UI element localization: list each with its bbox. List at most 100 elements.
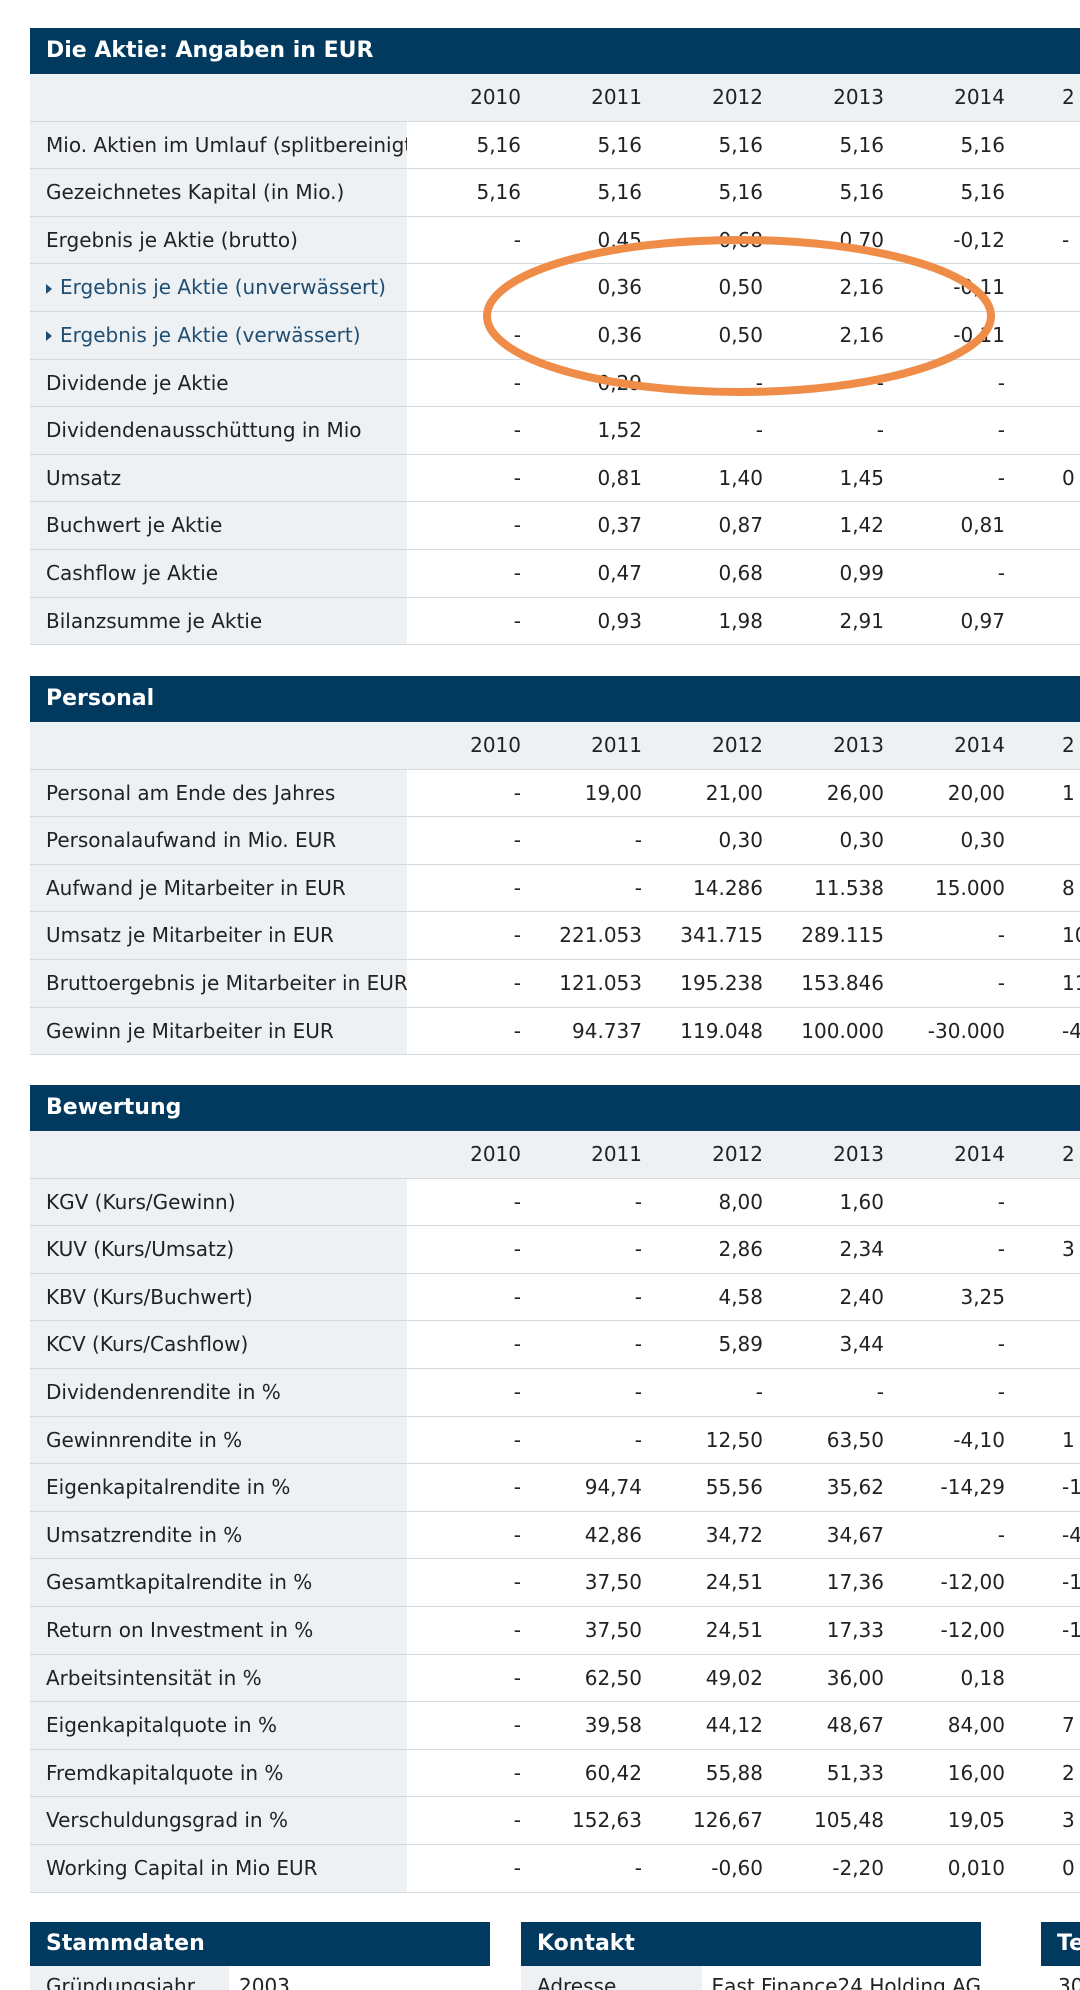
label-text: KBV (Kurs/Buchwert) [46, 1284, 253, 1309]
value-cell: 5,89 [718, 1332, 763, 1357]
label-text: Arbeitsintensität in % [46, 1665, 262, 1690]
value-cell: 0,30 [718, 828, 763, 853]
value-cell [1012, 1321, 1080, 1368]
value-cell: 1,98 [718, 608, 763, 633]
table-row: Return on Investment in % - 37,50 24,51 17,3… [30, 1606, 1080, 1655]
value-cell: - [876, 418, 884, 443]
value-cell: 0,50 [718, 322, 763, 347]
label-text: Dividendenrendite in % [46, 1379, 281, 1404]
label-text: Gezeichnetes Kapital (in Mio.) [46, 180, 345, 205]
year-label: 2012 [712, 85, 763, 109]
value-cell: 119.048 [680, 1018, 763, 1043]
value-cell: 19,00 [584, 780, 642, 805]
value-cell: 2,16 [839, 322, 884, 347]
table-row: Umsatz je Mitarbeiter in EUR - 221.053 341.… [30, 912, 1080, 960]
year-label: 2010 [470, 85, 521, 109]
label-text[interactable]: Ergebnis je Aktie (unverwässert) [60, 275, 386, 300]
row-label: Verschuldungsgrad in % [30, 1797, 407, 1844]
table-row: Bruttoergebnis je Mitarbeiter in EUR - 121… [30, 959, 1080, 1008]
value-cell: - [513, 370, 521, 395]
label-text: Dividende je Aktie [46, 370, 229, 395]
value-cell: 289.115 [801, 923, 884, 948]
value-cell [1012, 1274, 1080, 1321]
value-cell: - [997, 1522, 1005, 1547]
row-label: Umsatz je Mitarbeiter in EUR [30, 912, 407, 959]
value-cell: 121.053 [559, 970, 642, 995]
value-cell [1012, 598, 1080, 645]
box-title: Te [1041, 1922, 1080, 1966]
row-label: Dividendenrendite in % [30, 1368, 407, 1416]
label-text: Gesamtkapitalrendite in % [46, 1570, 313, 1595]
value-cell [1012, 312, 1080, 359]
year-label: 2011 [591, 85, 642, 109]
table-row: Dividende je Aktie - 0,29 - - - [30, 359, 1080, 408]
section: Bewertung 2010 2011 2012 2013 2014 2 KGV (Kurs/… [30, 1085, 1080, 1893]
value-cell: - [513, 1332, 521, 1357]
value-cell: 5,16 [960, 132, 1005, 157]
table-row: Personalaufwand in Mio. EUR - - 0,30 0,30 0,3… [30, 817, 1080, 865]
value-cell: 5,16 [960, 180, 1005, 205]
value-cell: - [634, 1855, 642, 1880]
row-label: Working Capital in Mio EUR [30, 1844, 407, 1892]
value-cell: 16,00 [947, 1760, 1005, 1785]
table-row: Ergebnis je Aktie (unverwässert) 0,36 0,50… [30, 264, 1080, 312]
label-text: Umsatzrendite in % [46, 1522, 243, 1547]
label-text: Umsatz [46, 465, 122, 490]
row-label: Ergebnis je Aktie (brutto) [30, 216, 407, 264]
value-cell: - [513, 1284, 521, 1309]
row-label: Dividendenausschüttung in Mio [30, 407, 407, 454]
table-row: Buchwert je Aktie - 0,37 0,87 1,42 0,81 [30, 502, 1080, 550]
row-label: Mio. Aktien im Umlauf (splitbereinigt) [30, 121, 407, 169]
year-label: 2012 [712, 1142, 763, 1166]
value-cell: -1 [1062, 1570, 1080, 1595]
label-text: Dividendenausschüttung in Mio [46, 418, 362, 443]
value-cell: 5,16 [839, 180, 884, 205]
table-row: Umsatz - 0,81 1,40 1,45 - 0 [30, 454, 1080, 503]
box-row: Adresse East Finance24 Holding AG [521, 1966, 981, 1990]
value-cell [1012, 502, 1080, 549]
value-cell: 19,05 [947, 1808, 1005, 1833]
label-text[interactable]: Ergebnis je Aktie (verwässert) [60, 322, 361, 347]
year-row: 2010 2011 2012 2013 2014 2 [30, 1131, 1080, 1179]
value-cell [1012, 1369, 1080, 1416]
value-cell: 1,52 [597, 418, 642, 443]
table-row: Bilanzsumme je Aktie - 0,93 1,98 2,91 0,97 [30, 597, 1080, 646]
value-cell: 0,87 [718, 513, 763, 538]
expand-icon[interactable] [46, 283, 52, 294]
value-cell: - [634, 1189, 642, 1214]
value-cell: - [634, 828, 642, 853]
box-value: 2003 [239, 1974, 290, 1990]
value-cell: 17,33 [826, 1617, 884, 1642]
value-cell: 12,50 [705, 1427, 763, 1452]
row-label: KCV (Kurs/Cashflow) [30, 1321, 407, 1368]
row-label: Umsatz [30, 454, 407, 502]
year-label: 2012 [712, 733, 763, 757]
table-row: Mio. Aktien im Umlauf (splitbereinigt) 5,… [30, 121, 1080, 170]
value-cell: 34,72 [705, 1522, 763, 1547]
expandable-label[interactable]: Ergebnis je Aktie (unverwässert) [30, 264, 407, 311]
value-cell: 44,12 [705, 1713, 763, 1738]
expandable-label[interactable]: Ergebnis je Aktie (verwässert) [30, 311, 407, 359]
value-cell: 221.053 [559, 923, 642, 948]
label-text: Aufwand je Mitarbeiter in EUR [46, 875, 346, 900]
value-cell [1012, 1179, 1080, 1226]
value-cell: - [755, 418, 763, 443]
table-row: Umsatzrendite in % - 42,86 34,72 34,67 - -49 [30, 1511, 1080, 1560]
value-cell: 0,70 [839, 227, 884, 252]
section-title: Bewertung [30, 1085, 1080, 1131]
value-cell: - [997, 1189, 1005, 1214]
box-row: 30 [1041, 1966, 1080, 1990]
value-cell: 126,67 [693, 1808, 763, 1833]
expand-icon[interactable] [46, 331, 52, 342]
value-cell: - [513, 923, 521, 948]
value-cell: -0,12 [953, 227, 1005, 252]
label-cell [30, 74, 407, 121]
year-label: 2013 [833, 733, 884, 757]
value-cell: 2,86 [718, 1237, 763, 1262]
table-row: Ergebnis je Aktie (verwässert) - 0,36 0,50 2… [30, 311, 1080, 360]
value-cell: -12,00 [940, 1570, 1005, 1595]
box-label: Gründungsjahr [30, 1966, 229, 1990]
label-text: Ergebnis je Aktie (brutto) [46, 227, 298, 252]
table-row: Working Capital in Mio EUR - - -0,60 -2,20 0,… [30, 1844, 1080, 1893]
value-cell: -0,11 [953, 322, 1005, 347]
